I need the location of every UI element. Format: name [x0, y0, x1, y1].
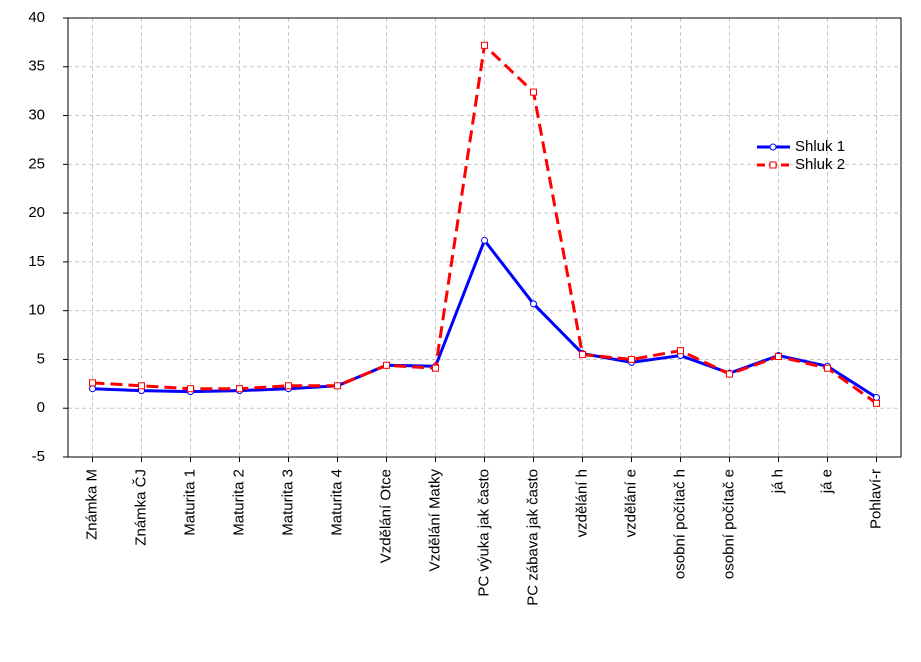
x-tick-label: PC zábava jak často — [524, 469, 541, 606]
marker — [873, 399, 880, 407]
x-tick-label: Maturita 4 — [328, 469, 345, 536]
marker — [187, 385, 194, 393]
x-tick-label: Maturita 2 — [230, 469, 247, 536]
x-tick-label: vzdělání h — [573, 469, 590, 537]
marker — [824, 364, 831, 372]
x-tick-label: Vzdělání Otce — [377, 469, 394, 563]
x-tick-label: Vzdělání Matky — [426, 469, 443, 572]
x-tick-label: PC výuka jak často — [475, 469, 492, 597]
x-tick-label: já h — [769, 469, 786, 494]
y-tick-label: 10 — [28, 302, 45, 319]
x-tick-label: Maturita 1 — [181, 469, 198, 536]
y-tick-label: 15 — [28, 253, 45, 270]
y-tick-label: 25 — [28, 155, 45, 172]
marker — [579, 351, 586, 359]
y-tick-label: 40 — [28, 9, 45, 26]
marker — [481, 236, 488, 244]
legend-label: Shluk 2 — [795, 156, 845, 173]
marker — [775, 353, 782, 361]
y-tick-label: -5 — [32, 448, 45, 465]
x-tick-label: já e — [818, 469, 835, 494]
y-tick-label: 30 — [28, 107, 45, 124]
legend-label: Shluk 1 — [795, 138, 845, 155]
plot-frame — [67, 17, 902, 458]
marker — [769, 161, 777, 169]
y-tick-label: 0 — [37, 399, 45, 416]
marker — [432, 364, 439, 372]
x-tick-label: vzdělání e — [622, 469, 639, 537]
marker — [236, 385, 243, 393]
marker — [138, 382, 145, 390]
x-tick-label: osobní počítač e — [720, 469, 737, 579]
marker — [530, 88, 537, 96]
marker — [873, 393, 880, 401]
y-tick-label: 20 — [28, 204, 45, 221]
marker — [383, 361, 390, 369]
marker — [726, 370, 733, 378]
marker — [89, 379, 96, 387]
x-tick-label: Pohlaví-r — [867, 469, 884, 529]
marker — [481, 41, 488, 49]
x-tick-label: Známka M — [83, 469, 100, 540]
x-tick-label: Známka ČJ — [132, 469, 149, 546]
marker — [89, 385, 96, 393]
y-tick-label: 5 — [37, 350, 45, 367]
marker — [285, 382, 292, 390]
marker — [530, 300, 537, 308]
marker — [334, 382, 341, 390]
marker — [769, 143, 777, 151]
marker — [628, 355, 635, 363]
x-tick-label: Maturita 3 — [279, 469, 296, 536]
marker — [677, 347, 684, 355]
x-tick-label: osobní počítač h — [671, 469, 688, 579]
y-tick-label: 35 — [28, 58, 45, 75]
